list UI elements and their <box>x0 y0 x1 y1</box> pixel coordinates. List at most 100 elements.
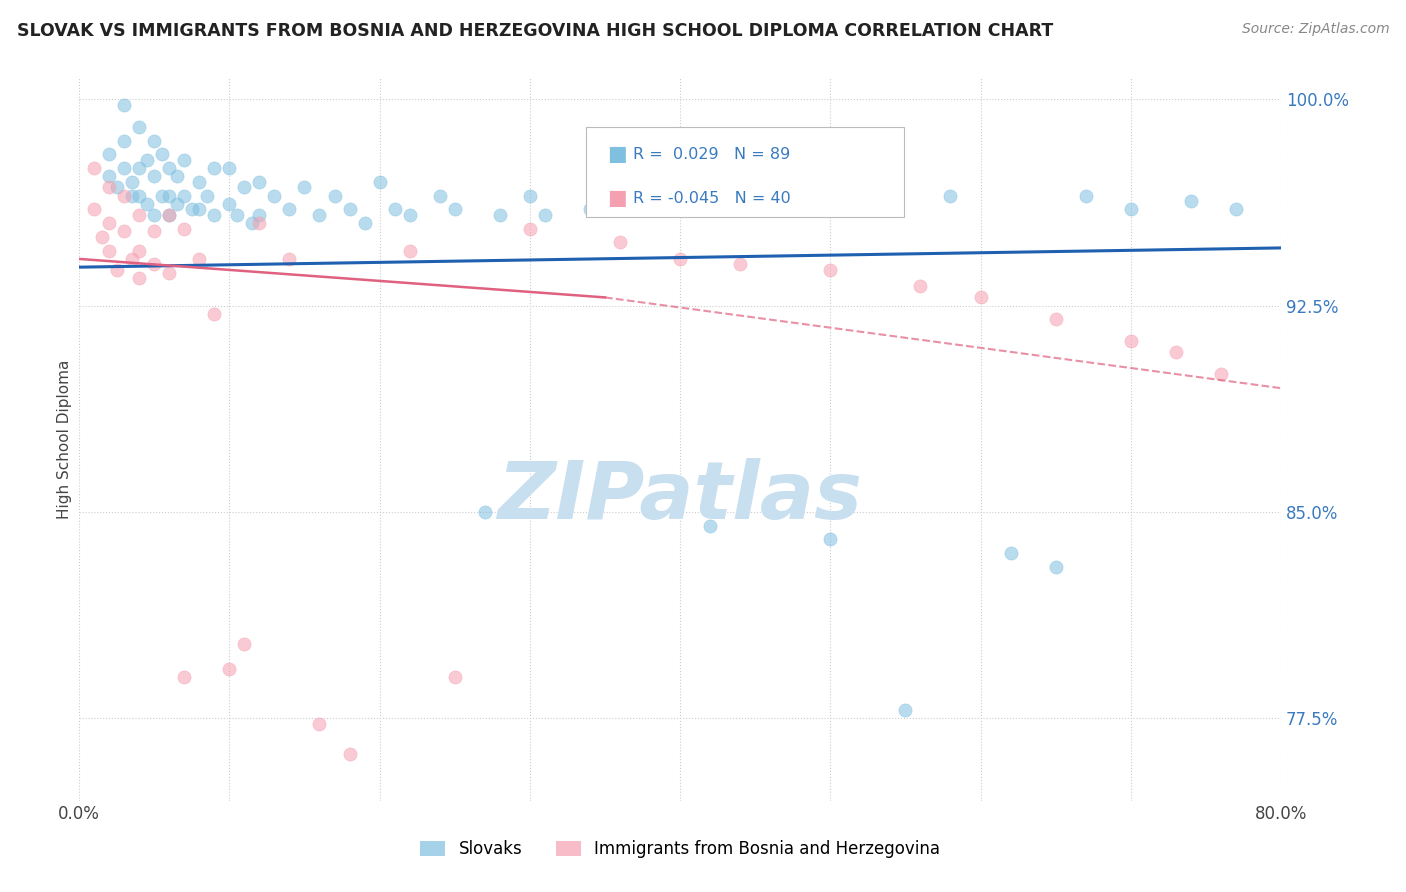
Point <box>398 244 420 258</box>
Point <box>1119 334 1142 349</box>
Text: SLOVAK VS IMMIGRANTS FROM BOSNIA AND HERZEGOVINA HIGH SCHOOL DIPLOMA CORRELATION: SLOVAK VS IMMIGRANTS FROM BOSNIA AND HER… <box>17 22 1053 40</box>
Point <box>820 263 842 277</box>
Point <box>398 208 420 222</box>
Point <box>353 216 375 230</box>
Legend: Slovaks, Immigrants from Bosnia and Herzegovina: Slovaks, Immigrants from Bosnia and Herz… <box>413 833 946 864</box>
Point <box>218 662 240 676</box>
Point <box>112 134 135 148</box>
Point <box>157 161 180 176</box>
Point <box>1180 194 1202 209</box>
Point <box>173 188 195 202</box>
Point <box>233 180 256 194</box>
Point <box>609 235 631 250</box>
Point <box>894 703 917 717</box>
Point <box>263 188 285 202</box>
Point <box>157 208 180 222</box>
Point <box>429 188 451 202</box>
Point <box>202 307 225 321</box>
Point <box>474 505 496 519</box>
Point <box>820 533 842 547</box>
Point <box>98 169 121 184</box>
Point <box>339 747 361 761</box>
Point <box>112 224 135 238</box>
Point <box>669 252 692 266</box>
Point <box>534 208 557 222</box>
Point <box>143 169 166 184</box>
Point <box>143 257 166 271</box>
Point <box>1225 202 1247 217</box>
Point <box>83 161 105 176</box>
Point <box>180 202 202 217</box>
Point <box>135 197 157 211</box>
Point <box>443 670 465 684</box>
Point <box>218 161 240 176</box>
Point <box>128 188 150 202</box>
Point <box>128 208 150 222</box>
Point <box>308 208 330 222</box>
Point <box>195 188 218 202</box>
Point <box>128 120 150 134</box>
Point <box>83 202 105 217</box>
Point <box>98 216 121 230</box>
Point <box>112 98 135 112</box>
Point <box>294 180 316 194</box>
Text: ■: ■ <box>607 188 627 208</box>
Point <box>202 208 225 222</box>
Text: R = -0.045   N = 40: R = -0.045 N = 40 <box>633 191 790 205</box>
Point <box>323 188 346 202</box>
Point <box>121 175 143 189</box>
Point <box>121 188 143 202</box>
Point <box>105 180 128 194</box>
Point <box>150 188 173 202</box>
Point <box>121 252 143 266</box>
Point <box>143 224 166 238</box>
Point <box>910 279 932 293</box>
Point <box>173 153 195 167</box>
Point <box>1000 546 1022 560</box>
Point <box>1045 560 1067 574</box>
Point <box>1045 312 1067 326</box>
Point <box>233 637 256 651</box>
Point <box>609 180 631 194</box>
Text: Source: ZipAtlas.com: Source: ZipAtlas.com <box>1241 22 1389 37</box>
Point <box>519 188 541 202</box>
Point <box>1209 368 1232 382</box>
Point <box>308 716 330 731</box>
Point <box>173 670 195 684</box>
Point <box>135 153 157 167</box>
Point <box>488 208 510 222</box>
Point <box>90 230 112 244</box>
Point <box>157 188 180 202</box>
Point <box>150 147 173 161</box>
Point <box>157 208 180 222</box>
Point <box>247 216 270 230</box>
Point <box>128 161 150 176</box>
Point <box>188 175 211 189</box>
Point <box>166 169 188 184</box>
Point <box>247 208 270 222</box>
Point <box>128 271 150 285</box>
Point <box>202 161 225 176</box>
Point <box>384 202 406 217</box>
Point <box>278 202 301 217</box>
Text: ZIPatlas: ZIPatlas <box>498 458 862 536</box>
Point <box>166 197 188 211</box>
Point <box>188 252 211 266</box>
Point <box>579 202 602 217</box>
Point <box>368 175 391 189</box>
Point <box>240 216 263 230</box>
Point <box>112 188 135 202</box>
Point <box>105 263 128 277</box>
Point <box>1074 188 1097 202</box>
Point <box>143 208 166 222</box>
Text: R =  0.029   N = 89: R = 0.029 N = 89 <box>633 147 790 161</box>
Point <box>759 188 782 202</box>
Y-axis label: High School Diploma: High School Diploma <box>58 359 72 519</box>
Point <box>1164 345 1187 359</box>
Point <box>443 202 465 217</box>
Point <box>278 252 301 266</box>
Point <box>669 188 692 202</box>
Text: ■: ■ <box>607 145 627 164</box>
Point <box>98 180 121 194</box>
Point <box>699 518 721 533</box>
